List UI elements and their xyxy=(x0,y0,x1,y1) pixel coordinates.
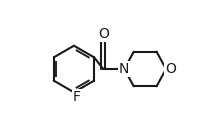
Text: O: O xyxy=(165,62,176,76)
Text: F: F xyxy=(73,90,81,104)
Text: O: O xyxy=(98,27,109,41)
Text: N: N xyxy=(119,62,129,76)
